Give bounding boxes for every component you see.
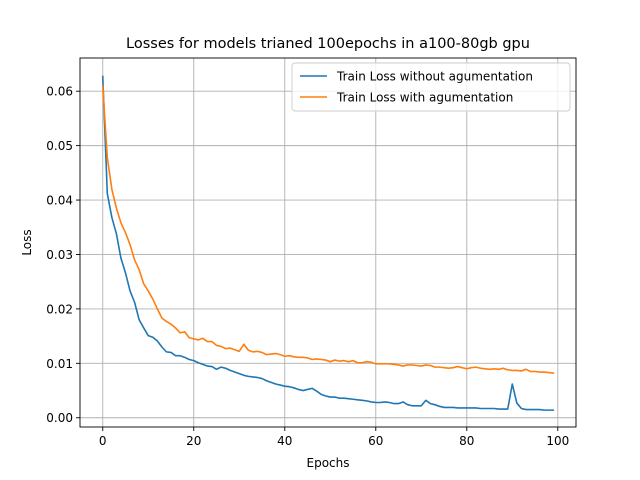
x-tick-label: 0: [99, 434, 107, 448]
x-tick-label: 60: [368, 434, 383, 448]
legend: Train Loss without agumentation Train Los…: [291, 62, 571, 112]
y-tick-label: 0.03: [46, 248, 73, 262]
y-tick-label: 0.06: [46, 85, 73, 99]
legend-box: [291, 62, 571, 112]
x-tick-label: 40: [277, 434, 292, 448]
y-tick-label: 0.00: [46, 411, 73, 425]
y-tick-label: 0.04: [46, 194, 73, 208]
legend-label-1: Train Loss without agumentation: [336, 70, 533, 84]
grid-lines: [80, 58, 576, 427]
x-axis-label: Epochs: [307, 456, 350, 470]
axis-ticks: 0 20 40 60 80 100 0.00 0.01 0.02 0.03 0.04 0.05 0.06: [46, 85, 569, 448]
y-axis-label: Loss: [20, 229, 34, 255]
legend-label-2: Train Loss with agumentation: [336, 91, 513, 105]
plot-frame: [79, 57, 577, 428]
y-tick-label: 0.01: [46, 357, 73, 371]
series-line-2: [101, 84, 555, 375]
y-tick-label: 0.05: [46, 139, 73, 153]
x-tick-label: 20: [186, 434, 201, 448]
series-layer: [101, 75, 555, 411]
series-line-1: [101, 75, 555, 411]
chart-title: Losses for models trianed 100epochs in a…: [126, 36, 530, 52]
x-tick-label: 100: [546, 434, 569, 448]
y-tick-label: 0.02: [46, 302, 73, 316]
x-tick-label: 80: [459, 434, 474, 448]
